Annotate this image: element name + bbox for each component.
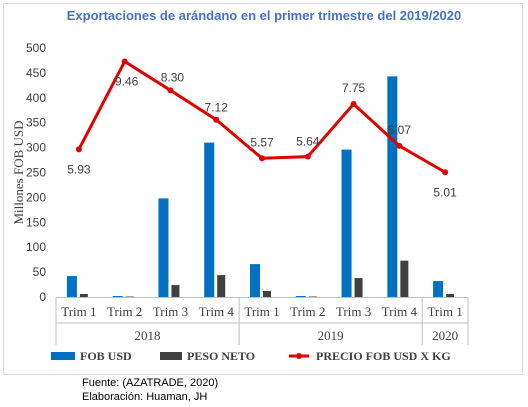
price-point	[121, 58, 128, 65]
price-data-label: 9.46	[115, 74, 139, 88]
x-tick-label: Trim 3	[336, 304, 371, 319]
legend-swatch-price-point	[296, 353, 302, 359]
y-tick-label: 150	[26, 215, 46, 229]
bar-peso-neto	[400, 260, 409, 297]
bar-peso-neto	[263, 291, 271, 297]
bar-fob-usd	[112, 296, 123, 297]
bar-fob-usd	[341, 149, 352, 297]
price-data-label: 5.57	[250, 135, 274, 149]
legend-swatch-fob-usd	[51, 352, 75, 360]
price-point	[75, 146, 82, 153]
y-tick-label: 0	[39, 290, 46, 304]
bar-fob-usd	[250, 264, 260, 297]
legend-swatch-peso-neto	[160, 352, 182, 360]
x-tick-label: Trim 1	[61, 304, 96, 319]
price-point	[350, 101, 357, 108]
price-point	[259, 155, 265, 162]
x-tick-label: Trim 3	[153, 304, 188, 319]
x-tick-label: Trim 1	[244, 304, 279, 319]
y-axis: 0 50 100 150 200 250 300 350 400 450 500 Millones F…	[11, 41, 46, 304]
y-tick-label: 450	[26, 66, 46, 80]
price-data-label: 5.93	[67, 162, 91, 176]
legend-label-price: PRECIO FOB USD X KG	[316, 349, 451, 363]
y-tick-label: 100	[26, 240, 46, 254]
legend: FOB USD PESO NETO PRECIO FOB USD X KG	[51, 349, 451, 363]
y-tick-label: 200	[26, 190, 46, 204]
x-group-label: 2019	[318, 328, 344, 343]
bar-peso-neto	[217, 275, 226, 297]
price-data-label: 5.01	[433, 185, 457, 199]
y-tick-label: 350	[26, 116, 46, 130]
x-tick-label: Trim 1	[427, 304, 462, 319]
bar-fob-usd	[433, 281, 444, 297]
price-data-label: 7.12	[205, 101, 229, 115]
x-tick-label: Trim 4	[199, 304, 235, 319]
price-data-label: 8.30	[161, 70, 185, 84]
x-group-label: 2018	[135, 328, 161, 343]
bars	[66, 76, 455, 297]
x-axis: Trim 1 Trim 2 Trim 3 Trim 4 Trim 1 Trim 2 Trim…	[55, 297, 469, 345]
bar-fob-usd	[295, 296, 306, 297]
price-point	[304, 153, 311, 160]
y-tick-label: 50	[33, 265, 47, 279]
y-tick-label: 500	[26, 41, 46, 55]
bar-fob-usd	[66, 276, 77, 297]
bar-peso-neto	[354, 278, 363, 297]
x-tick-label: Trim 2	[290, 304, 325, 319]
x-tick-label: Trim 4	[382, 304, 418, 319]
price-line: 5.93 9.46 8.30 7.12 5.57 5.64 7.75 6.07 5.01	[67, 58, 457, 199]
price-data-label: 5.64	[296, 135, 320, 149]
legend-label-fob-usd: FOB USD	[80, 349, 132, 363]
bar-peso-neto	[446, 294, 455, 297]
bar-fob-usd	[158, 198, 169, 297]
legend-label-peso-neto: PESO NETO	[187, 349, 255, 363]
price-data-label: 7.75	[342, 81, 366, 95]
y-tick-label: 300	[26, 141, 46, 155]
source-note: Fuente: (AZATRADE, 2020)	[82, 377, 219, 389]
chart-title: Exportaciones de arándano en el primer t…	[66, 8, 462, 23]
y-axis-title: Millones FOB USD	[11, 120, 26, 224]
bar-fob-usd	[387, 76, 398, 297]
y-tick-label: 400	[26, 91, 46, 105]
y-tick-label: 250	[26, 166, 46, 180]
chart-frame	[3, 3, 523, 375]
bar-peso-neto	[79, 294, 88, 297]
price-point	[167, 87, 174, 94]
x-tick-label: Trim 2	[107, 304, 142, 319]
bar-fob-usd	[204, 142, 215, 297]
elaboration-note: Elaboración: Huaman, JH	[82, 391, 208, 403]
price-point	[442, 169, 449, 176]
price-point	[213, 116, 220, 123]
x-group-label: 2020	[432, 328, 458, 343]
price-data-label: 6.07	[388, 123, 412, 137]
price-point	[396, 142, 403, 149]
bar-peso-neto	[171, 285, 180, 297]
